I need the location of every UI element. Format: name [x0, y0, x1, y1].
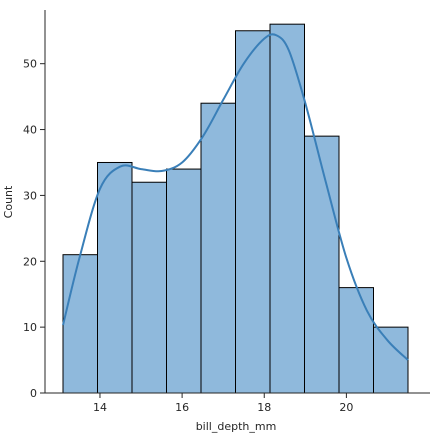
- x-tick-label: 20: [339, 401, 353, 414]
- x-tick-label: 18: [257, 401, 271, 414]
- histogram-bar-4: [166, 168, 202, 394]
- histogram-bar-6: [235, 30, 271, 394]
- x-axis-label: bill_depth_mm: [196, 420, 277, 433]
- y-ticks-group: 0 10 20 30 40 50: [23, 58, 45, 400]
- x-tick-label: 16: [175, 401, 189, 414]
- histogram-bar-10: [373, 326, 409, 394]
- y-tick-label: 0: [30, 387, 37, 400]
- histogram-bar-7: [269, 23, 305, 394]
- histogram-bar-9: [338, 287, 374, 394]
- histogram-bar-3: [131, 181, 167, 394]
- axes-group: [44, 10, 430, 394]
- y-tick-label: 30: [23, 189, 37, 202]
- histogram-bar-8: [304, 135, 340, 394]
- y-tick-label: 40: [23, 124, 37, 137]
- histogram-bar-1: [62, 254, 98, 394]
- bars-group: [62, 23, 409, 394]
- y-tick-label: 20: [23, 255, 37, 268]
- x-tick-label: 14: [93, 401, 107, 414]
- histogram-bar-2: [97, 161, 133, 394]
- x-ticks-group: 14 16 18 20: [93, 393, 353, 414]
- histogram-bar-5: [200, 102, 236, 394]
- kde-curve: [62, 33, 409, 361]
- y-axis-label: Count: [2, 185, 15, 218]
- y-tick-label: 10: [23, 321, 37, 334]
- y-tick-label: 50: [23, 58, 37, 71]
